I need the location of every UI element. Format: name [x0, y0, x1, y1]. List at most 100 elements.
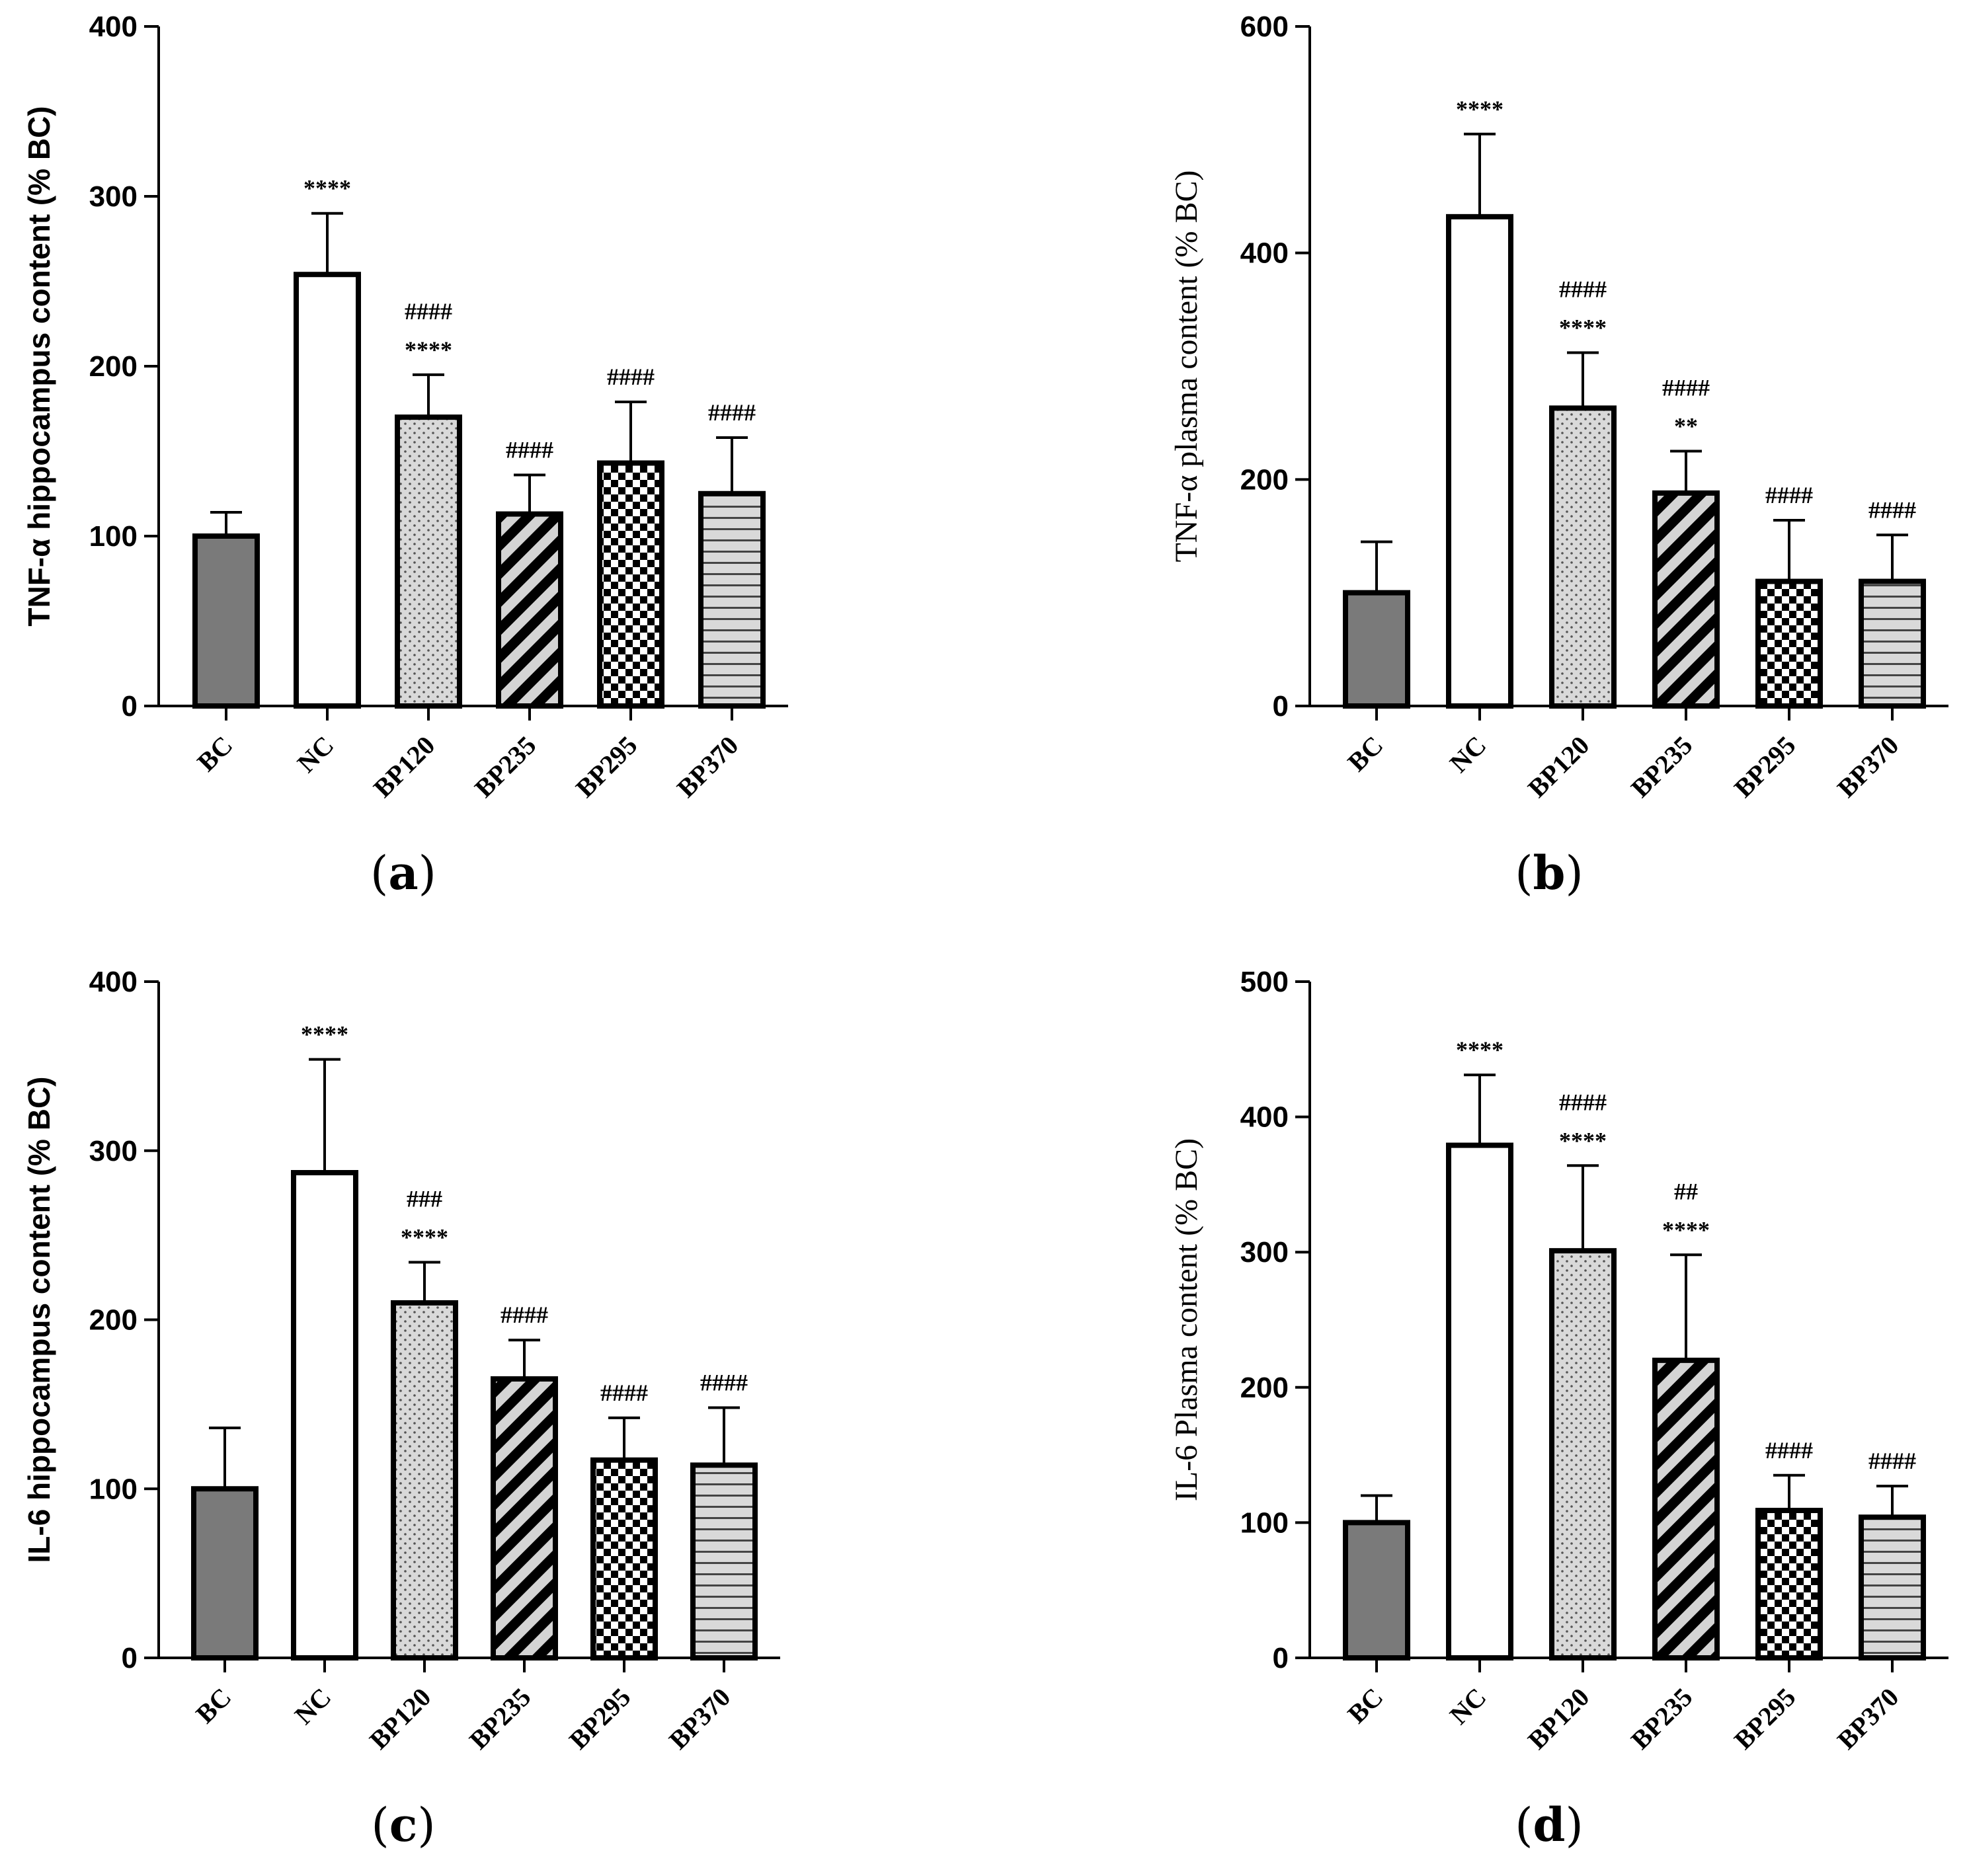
significance-label: **** — [303, 175, 351, 202]
significance-label: #### — [405, 298, 452, 325]
panel-label-close: ) — [1565, 846, 1583, 900]
bar-BP120 — [391, 1300, 458, 1661]
significance-label: #### — [1765, 482, 1813, 508]
significance-label: #### — [700, 1369, 748, 1395]
x-tick-label-NC: NC — [289, 1682, 337, 1731]
y-tick-label: 0 — [1273, 690, 1289, 723]
bar-BP235 — [1652, 1357, 1720, 1661]
bar-NC — [291, 1169, 358, 1661]
bar-BP295 — [597, 460, 664, 709]
bar-BP295 — [590, 1457, 658, 1661]
y-axis-title: IL-6 hippocampus content (% BC) — [22, 1077, 56, 1563]
significance-label: #### — [1868, 1448, 1916, 1474]
bar-BP120 — [1549, 405, 1617, 709]
x-tick-label-BP295: BP295 — [1728, 730, 1801, 803]
significance-label: #### — [1662, 375, 1710, 401]
bar-BP370 — [690, 1462, 758, 1661]
significance-label: #### — [607, 364, 655, 390]
y-tick-label: 200 — [1240, 463, 1289, 496]
bar-BC — [192, 533, 260, 709]
x-tick-label-BP295: BP295 — [1728, 1682, 1801, 1755]
panel-a: 0 100 200 300 400 TNF-α hippocampus content (… — [22, 11, 788, 900]
bar-BP370 — [1859, 1514, 1926, 1661]
significance-label: **** — [405, 336, 452, 363]
panel-label-letter: d — [1533, 1797, 1566, 1852]
y-tick-label: 300 — [1240, 1236, 1289, 1269]
bar-BC — [191, 1486, 259, 1661]
panel-label: (c) — [371, 1797, 435, 1852]
x-tick-label-BP370: BP370 — [1831, 730, 1904, 803]
significance-label: **** — [1456, 96, 1504, 122]
y-tick-label: 100 — [89, 1473, 138, 1505]
y-axis-title: TNF-α hippocampus content (% BC) — [22, 106, 56, 626]
bar-BP120 — [395, 414, 462, 709]
bar-BP295 — [1755, 1507, 1823, 1661]
bar-BP370 — [1859, 578, 1926, 709]
x-tick-label-BP235: BP235 — [1625, 730, 1698, 803]
y-tick-label: 400 — [89, 966, 138, 998]
panel-label: (b) — [1515, 845, 1584, 900]
x-tick-label-BP120: BP120 — [364, 1682, 436, 1755]
bar-BP295 — [1755, 578, 1823, 709]
x-tick-label-BP370: BP370 — [663, 1682, 736, 1755]
y-tick-label: 400 — [1240, 1101, 1289, 1134]
y-tick-label: 300 — [89, 180, 138, 213]
y-tick-label: 0 — [1273, 1642, 1289, 1674]
y-tick-label: 0 — [122, 1642, 138, 1674]
x-tick-label-BP370: BP370 — [671, 730, 744, 803]
x-tick-label-BP295: BP295 — [570, 730, 643, 803]
y-tick-label: 200 — [89, 350, 138, 383]
panel-label-close: ) — [1565, 1798, 1583, 1852]
x-tick-label-BC: BC — [191, 730, 238, 777]
x-tick-label-BP120: BP120 — [368, 730, 440, 803]
panel-label-letter: a — [388, 845, 418, 900]
panel-label-close: ) — [419, 846, 436, 900]
x-tick-label-BP295: BP295 — [563, 1682, 636, 1755]
bar-BC — [1343, 1520, 1410, 1661]
bar-BP370 — [698, 490, 766, 709]
significance-label: ## — [1674, 1178, 1698, 1204]
panel-label: (a) — [370, 845, 436, 900]
y-tick-label: 500 — [1240, 966, 1289, 998]
y-tick-label: 100 — [1240, 1506, 1289, 1539]
significance-label: ### — [407, 1186, 442, 1212]
significance-label: #### — [600, 1380, 648, 1406]
bar-NC — [294, 272, 361, 709]
bar-NC — [1446, 214, 1513, 709]
y-tick-label: 400 — [1240, 237, 1289, 270]
y-tick-label: 200 — [89, 1304, 138, 1337]
x-tick-label-BC: BC — [1342, 1682, 1388, 1729]
panel-label-letter: b — [1533, 845, 1566, 900]
y-tick-label: 300 — [89, 1135, 138, 1167]
panel-b: 0 200 400 600 TNF-α plasma content (% BC) BC N… — [1169, 11, 1948, 900]
significance-label: ** — [1674, 413, 1698, 440]
x-tick-label-BP370: BP370 — [1831, 1682, 1904, 1755]
significance-label: #### — [1559, 276, 1607, 302]
panel-label-open: ( — [371, 1798, 389, 1852]
bar-BP120 — [1549, 1248, 1617, 1661]
significance-label: #### — [1868, 496, 1916, 523]
bar-NC — [1446, 1142, 1513, 1661]
significance-label: #### — [1559, 1089, 1607, 1115]
significance-label: #### — [501, 1302, 548, 1328]
significance-label: #### — [506, 436, 553, 463]
y-tick-label: 400 — [89, 11, 138, 43]
y-tick-label: 600 — [1240, 11, 1289, 43]
significance-label: **** — [301, 1021, 348, 1048]
panel-label-open: ( — [1515, 846, 1533, 900]
panel-label: (d) — [1515, 1797, 1584, 1852]
significance-label: **** — [1456, 1036, 1504, 1063]
panel-d: 0 100 200 300 400 500 IL-6 Plasma content (% B… — [1169, 966, 1948, 1852]
x-tick-label-NC: NC — [1444, 1682, 1492, 1731]
y-tick-label: 0 — [122, 690, 138, 723]
y-axis-title: IL-6 Plasma content (% BC) — [1169, 1138, 1204, 1501]
x-tick-label-BP120: BP120 — [1522, 1682, 1595, 1755]
y-tick-label: 200 — [1240, 1372, 1289, 1404]
x-tick-label-BP235: BP235 — [463, 1682, 536, 1755]
significance-label: **** — [401, 1224, 448, 1251]
y-tick-label: 100 — [89, 520, 138, 553]
significance-label: #### — [1765, 1437, 1813, 1464]
panel-label-close: ) — [417, 1798, 435, 1852]
bar-BP235 — [491, 1376, 558, 1661]
